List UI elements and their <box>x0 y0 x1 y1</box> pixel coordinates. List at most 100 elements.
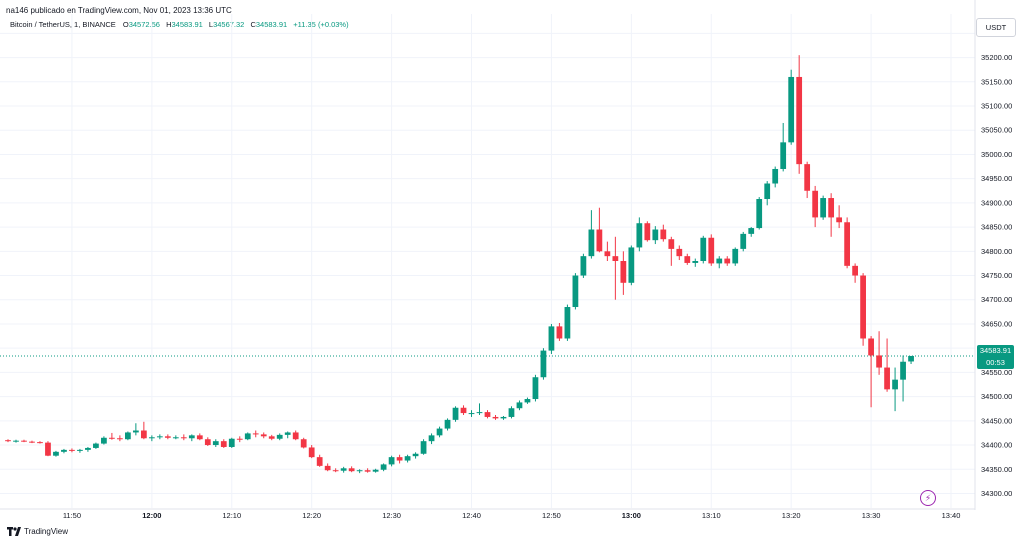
candle <box>556 322 563 341</box>
candle-body <box>556 326 563 339</box>
candle <box>180 434 187 441</box>
candle-body <box>132 430 139 433</box>
candle <box>460 405 467 416</box>
candle <box>860 273 866 346</box>
candle-body <box>388 457 395 465</box>
candle-body <box>692 261 699 263</box>
candle <box>508 406 515 419</box>
brand-label: TradingView <box>24 527 69 536</box>
y-tick-label: 35150.00 <box>981 77 1012 86</box>
candle-body <box>228 438 235 447</box>
candle-body <box>836 217 843 223</box>
candle <box>676 245 683 261</box>
candle <box>772 166 779 188</box>
candle-body <box>204 439 211 446</box>
candle <box>388 455 395 467</box>
open-value: 34572.56 <box>128 20 160 29</box>
candle <box>228 437 235 448</box>
candle-body <box>604 251 611 257</box>
candle-body <box>900 361 906 380</box>
candle <box>85 446 91 452</box>
candle-body <box>492 416 499 419</box>
candle <box>37 441 43 444</box>
candle-body <box>93 443 99 448</box>
change-value: +11.35 (+0.03%) <box>293 20 349 29</box>
y-tick-label: 34550.00 <box>981 368 1012 377</box>
candle <box>876 331 882 375</box>
candle-body <box>684 256 691 263</box>
y-tick-label: 34300.00 <box>981 489 1012 498</box>
candle-body <box>516 402 523 409</box>
candle <box>572 273 579 310</box>
candle <box>692 258 699 267</box>
last-price-tag: 34583.91 00:53 <box>977 345 1014 369</box>
candle-body <box>428 435 435 442</box>
candle <box>844 217 851 269</box>
candle <box>532 374 539 402</box>
high-key: H <box>166 20 172 29</box>
candle <box>580 253 587 278</box>
candle <box>444 418 451 431</box>
candle <box>140 421 147 440</box>
candle <box>380 463 387 472</box>
y-tick-label: 34950.00 <box>981 174 1012 183</box>
x-tick-label: 13:10 <box>702 511 721 520</box>
candle-body <box>572 275 579 308</box>
candle <box>724 256 731 266</box>
candle <box>69 448 75 453</box>
candle-body <box>852 265 858 276</box>
candle <box>53 450 59 457</box>
high-value: 34583.91 <box>171 20 203 29</box>
candle-body <box>588 229 595 257</box>
candle <box>268 434 275 441</box>
close-key: C <box>250 20 256 29</box>
candle <box>660 224 667 242</box>
candle <box>540 348 547 380</box>
symbol-label[interactable]: Bitcoin / TetherUS, 1, BINANCE <box>10 20 116 29</box>
candle <box>564 304 571 341</box>
candle <box>292 430 299 441</box>
candle <box>396 454 403 464</box>
candle-body <box>380 464 387 470</box>
candle-body <box>284 432 291 435</box>
candle <box>364 468 371 473</box>
candle <box>780 122 787 172</box>
candle-body <box>508 408 515 417</box>
candle <box>340 466 347 473</box>
candle <box>868 336 874 408</box>
candle <box>109 432 115 440</box>
candle <box>132 423 139 436</box>
candle <box>436 426 443 438</box>
candle-body <box>109 437 115 439</box>
ohlc-legend: Bitcoin / TetherUS, 1, BINANCE O34572.56… <box>10 20 353 29</box>
candle <box>332 468 339 473</box>
candle <box>620 251 627 295</box>
candle <box>220 439 227 448</box>
tradingview-footer[interactable]: TradingView <box>7 527 68 536</box>
x-tick-label: 12:00 <box>142 511 161 520</box>
candle-body <box>532 377 539 400</box>
candle-body <box>580 256 587 276</box>
lightning-icon[interactable]: ⚡ <box>920 490 936 506</box>
candle-body <box>756 199 763 229</box>
candle <box>5 439 11 443</box>
candle <box>644 221 651 242</box>
y-tick-label: 35000.00 <box>981 150 1012 159</box>
publish-caption: na146 publicado en TradingView.com, Nov … <box>6 6 232 15</box>
candle-body <box>500 416 507 419</box>
candle-body <box>812 190 819 218</box>
candle-body <box>404 456 411 461</box>
candle <box>244 432 251 441</box>
candle <box>756 197 763 230</box>
candle-body <box>620 261 627 283</box>
x-tick-label: 12:10 <box>222 511 241 520</box>
candle-body <box>908 355 914 362</box>
candle-body <box>396 457 403 461</box>
candle-body <box>596 229 603 252</box>
currency-button[interactable]: USDT <box>976 18 1016 37</box>
candle-body <box>5 440 11 442</box>
candle-body <box>804 164 811 191</box>
candle <box>316 454 323 467</box>
candle <box>636 217 643 252</box>
